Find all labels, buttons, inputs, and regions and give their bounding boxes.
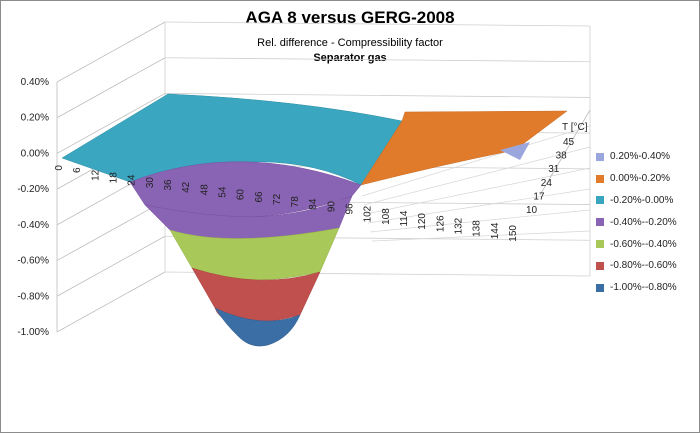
z-gridline-left bbox=[56, 57, 166, 119]
chart-title: AGA 8 versus GERG-2008 bbox=[245, 8, 455, 27]
x-tick-label: 48 bbox=[199, 184, 210, 196]
legend-entry: -0.20%-0.00% bbox=[596, 190, 677, 212]
x-tick-label: 108 bbox=[381, 208, 392, 225]
x-tick-label: 102 bbox=[363, 205, 374, 222]
x-tick-label: 144 bbox=[490, 222, 501, 239]
floor-gridline bbox=[367, 188, 591, 224]
z-gridline-back bbox=[164, 21, 591, 27]
x-tick-label: 42 bbox=[181, 181, 192, 193]
legend-label: -1.00%--0.80% bbox=[610, 282, 677, 294]
floor-gridline bbox=[365, 167, 591, 215]
floor-gridline bbox=[361, 125, 591, 197]
x-tick-label: 132 bbox=[454, 217, 465, 234]
legend-swatch bbox=[596, 196, 604, 205]
legend-entry: -1.00%--0.80% bbox=[596, 277, 677, 299]
legend-entry: -0.60%--0.40% bbox=[596, 233, 677, 255]
y-axis-ticks: 10 17 24 31 38 45 bbox=[526, 137, 575, 216]
x-tick-label: 12 bbox=[90, 169, 101, 181]
z-gridline-left bbox=[56, 271, 166, 333]
x-tick-label: 114 bbox=[399, 210, 410, 226]
y-axis-label: T [°C] bbox=[562, 122, 588, 133]
legend-entry: -0.40%--0.20% bbox=[596, 211, 677, 233]
z-gridline-left bbox=[56, 200, 166, 261]
chart-subtitle-gas: Separator gas bbox=[313, 52, 387, 64]
legend-label: 0.20%-0.40% bbox=[610, 151, 671, 163]
legend-label: -0.80%--0.60% bbox=[610, 260, 677, 272]
z-tick-label: 0.00% bbox=[21, 148, 49, 159]
floor-gridline bbox=[371, 230, 591, 242]
x-tick-label: 150 bbox=[508, 225, 519, 242]
x-tick-label: 6 bbox=[72, 167, 83, 173]
z-axis-ticks: 0.40% 0.20% 0.00% -0.20% -0.40% -0.60% -0.80% -… bbox=[17, 77, 49, 338]
x-tick-label: 90 bbox=[326, 201, 337, 213]
z-gridline-back bbox=[164, 93, 591, 98]
floor-grid bbox=[361, 109, 591, 242]
legend-swatch bbox=[596, 174, 604, 183]
z-gridline-left bbox=[56, 93, 166, 154]
x-tick-label: 138 bbox=[472, 220, 483, 237]
x-tick-label: 18 bbox=[108, 172, 119, 184]
z-gridline-left bbox=[56, 235, 166, 297]
x-axis-ticks: 0 6 12 18 24 30 36 42 48 54 60 66 72 78 84 90 96 102 108 11… bbox=[54, 165, 519, 242]
legend-label: 0.00%-0.20% bbox=[610, 173, 671, 185]
x-tick-label: 60 bbox=[236, 189, 247, 201]
z-tick-label: 0.40% bbox=[21, 77, 49, 88]
y-tick-label: 24 bbox=[541, 178, 553, 189]
z-tick-label: -1.00% bbox=[17, 327, 49, 338]
y-tick-label: 38 bbox=[556, 151, 568, 162]
y-tick-label: 10 bbox=[526, 205, 538, 216]
legend-swatch bbox=[596, 218, 604, 227]
legend-swatch bbox=[596, 283, 604, 292]
y-axis-line bbox=[539, 109, 591, 196]
y-tick-label: 17 bbox=[533, 191, 545, 202]
x-tick-label: 24 bbox=[127, 174, 138, 186]
x-tick-label: 30 bbox=[145, 177, 156, 189]
surface-band-minus100-minus080 bbox=[214, 307, 301, 347]
x-tick-label: 126 bbox=[435, 215, 446, 232]
z-gridline-back bbox=[164, 57, 591, 63]
legend-swatch bbox=[596, 152, 604, 161]
legend-entry: 0.20%-0.40% bbox=[596, 146, 677, 168]
z-tick-label: -0.20% bbox=[17, 184, 49, 195]
floor-gridline bbox=[369, 209, 591, 233]
surface-band-020-040 bbox=[500, 142, 530, 160]
x-tick-label: 36 bbox=[163, 179, 174, 191]
legend-swatch bbox=[596, 240, 604, 249]
x-tick-label: 120 bbox=[417, 213, 428, 230]
x-tick-label: 66 bbox=[254, 191, 265, 203]
z-tick-label: -0.80% bbox=[17, 291, 49, 302]
legend-label: -0.20%-0.00% bbox=[610, 194, 674, 206]
y-tick-label: 31 bbox=[548, 164, 560, 175]
x-tick-label: 54 bbox=[217, 186, 228, 198]
z-tick-label: -0.60% bbox=[17, 256, 49, 267]
legend-label: -0.40%--0.20% bbox=[610, 216, 677, 228]
x-tick-label: 96 bbox=[345, 203, 356, 215]
legend-entry: -0.80%--0.60% bbox=[596, 255, 677, 277]
legend: 0.20%-0.40% 0.00%-0.20% -0.20%-0.00% -0.40%… bbox=[596, 146, 677, 299]
z-tick-label: 0.20% bbox=[21, 113, 49, 124]
x-tick-label: 78 bbox=[290, 196, 301, 208]
legend-swatch bbox=[596, 261, 604, 270]
chart-subtitle: Rel. difference - Compressibility factor bbox=[257, 37, 443, 49]
floor-gridline bbox=[363, 146, 591, 206]
y-tick-label: 45 bbox=[563, 137, 575, 148]
legend-entry: 0.00%-0.20% bbox=[596, 168, 677, 190]
legend-label: -0.60%--0.40% bbox=[610, 238, 677, 250]
z-gridline-left bbox=[56, 21, 166, 83]
x-tick-label: 72 bbox=[272, 193, 283, 205]
x-tick-label: 0 bbox=[54, 165, 65, 171]
x-tick-label: 84 bbox=[308, 198, 319, 210]
z-tick-label: -0.40% bbox=[17, 220, 49, 231]
